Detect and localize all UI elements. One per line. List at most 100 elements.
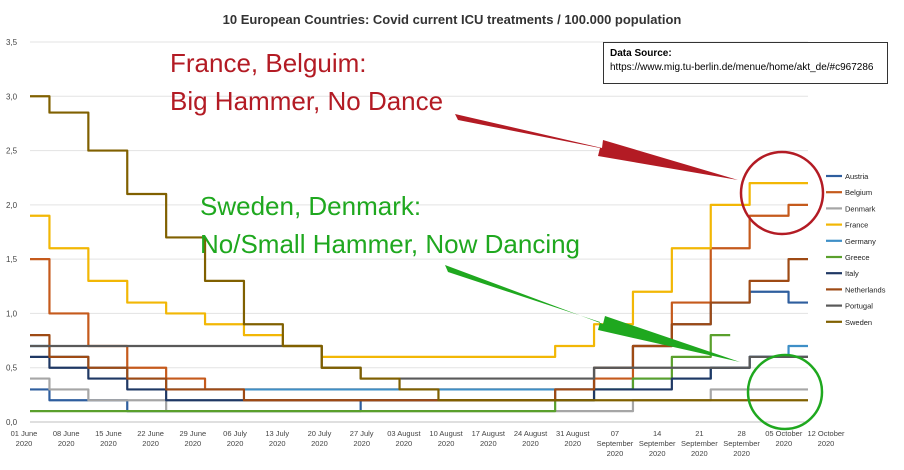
x-tick-text: 2020 bbox=[522, 439, 539, 448]
x-tick-text: 08 June bbox=[53, 429, 80, 438]
annotation-red: France, Belguim: Big Hammer, No Dance bbox=[170, 44, 443, 120]
x-tick-text: 31 August bbox=[556, 429, 590, 438]
green-highlight-circle bbox=[746, 353, 824, 431]
x-tick-text: 2020 bbox=[58, 439, 75, 448]
legend-label: Portugal bbox=[845, 302, 873, 311]
x-tick-text: 20 July bbox=[308, 429, 332, 438]
x-tick-text: 17 August bbox=[472, 429, 506, 438]
series-line-france bbox=[30, 182, 808, 358]
x-tick-text: September bbox=[723, 439, 760, 448]
x-tick-text: 28 bbox=[737, 429, 745, 438]
legend-label: Netherlands bbox=[845, 285, 886, 294]
legend-item-germany: Germany bbox=[826, 237, 876, 246]
series-line-portugal bbox=[30, 344, 808, 380]
series-line-sweden bbox=[30, 95, 808, 402]
x-tick-text: 2020 bbox=[438, 439, 455, 448]
x-tick-text: 21 bbox=[695, 429, 703, 438]
y-tick-label: 3,5 bbox=[6, 38, 18, 47]
y-tick-label: 3,0 bbox=[6, 92, 18, 101]
series-layer bbox=[30, 95, 808, 413]
series-line-austria bbox=[30, 290, 808, 413]
x-tick-text: 2020 bbox=[649, 449, 666, 458]
green-arrow bbox=[445, 265, 740, 362]
legend-item-portugal: Portugal bbox=[826, 302, 873, 311]
y-tick-label: 1,5 bbox=[6, 255, 18, 264]
x-tick-text: 27 July bbox=[350, 429, 374, 438]
x-tick-text: 01 June bbox=[11, 429, 38, 438]
x-tick-text: 10 August bbox=[429, 429, 463, 438]
data-source-box: Data Source: https://www.mig.tu-berlin.d… bbox=[603, 42, 888, 84]
legend-item-sweden: Sweden bbox=[826, 318, 872, 327]
x-tick-text: September bbox=[639, 439, 676, 448]
x-tick-text: 22 June bbox=[137, 429, 164, 438]
legend-item-italy: Italy bbox=[826, 269, 859, 278]
x-tick-text: 2020 bbox=[480, 439, 497, 448]
x-tick-text: 15 June bbox=[95, 429, 122, 438]
x-tick-text: 2020 bbox=[100, 439, 117, 448]
x-tick-text: 2020 bbox=[775, 439, 792, 448]
legend-label: Sweden bbox=[845, 318, 872, 327]
legend-label: Austria bbox=[845, 172, 869, 181]
x-tick-text: 24 August bbox=[514, 429, 548, 438]
legend-label: Greece bbox=[845, 253, 870, 262]
legend-layer: Austria Belgium Denmark France Germany Greece… bbox=[826, 172, 886, 327]
annotation-green: Sweden, Denmark: No/Small Hammer, Now Da… bbox=[200, 187, 580, 263]
x-tick-text: 13 July bbox=[265, 429, 289, 438]
x-tick-text: 2020 bbox=[818, 439, 835, 448]
red-arrow bbox=[455, 114, 738, 180]
legend-label: Denmark bbox=[845, 204, 876, 213]
x-tick-text: 03 August bbox=[387, 429, 421, 438]
annotation-green-line2: No/Small Hammer, Now Dancing bbox=[200, 229, 581, 259]
legend-item-austria: Austria bbox=[826, 172, 869, 181]
x-tick-text: 2020 bbox=[311, 439, 328, 448]
x-tick-text: 2020 bbox=[607, 449, 624, 458]
series-line-denmark bbox=[30, 377, 808, 413]
x-tick-text: 2020 bbox=[691, 449, 708, 458]
x-tick-text: 12 October bbox=[807, 429, 845, 438]
x-tick-text: 2020 bbox=[184, 439, 201, 448]
y-tick-label: 2,5 bbox=[6, 147, 18, 156]
legend-label: Italy bbox=[845, 269, 859, 278]
legend-label: Germany bbox=[845, 237, 876, 246]
grid-layer bbox=[30, 41, 808, 423]
legend-label: Belgium bbox=[845, 188, 872, 197]
chart-title: 10 European Countries: Covid current ICU… bbox=[222, 12, 682, 27]
legend-item-denmark: Denmark bbox=[826, 204, 876, 213]
x-tick-text: 2020 bbox=[564, 439, 581, 448]
data-source-heading: Data Source: bbox=[610, 48, 672, 59]
red-highlight-circle bbox=[739, 150, 825, 236]
x-tick-text: 2020 bbox=[142, 439, 159, 448]
legend-item-belgium: Belgium bbox=[826, 188, 872, 197]
annotation-red-line1: France, Belguim: bbox=[170, 48, 367, 78]
y-tick-label: 2,0 bbox=[6, 201, 18, 210]
x-tick-text: 2020 bbox=[353, 439, 370, 448]
x-tick-text: 14 bbox=[653, 429, 661, 438]
legend-item-france: France bbox=[826, 221, 868, 230]
data-source-url[interactable]: https://www.mig.tu-berlin.de/menue/home/… bbox=[610, 62, 874, 73]
x-tick-text: 05 October bbox=[765, 429, 803, 438]
x-tick-text: September bbox=[597, 439, 634, 448]
x-tick-text: 2020 bbox=[396, 439, 413, 448]
x-tick-text: 2020 bbox=[16, 439, 33, 448]
legend-item-greece: Greece bbox=[826, 253, 870, 262]
x-tick-text: 2020 bbox=[733, 449, 750, 458]
